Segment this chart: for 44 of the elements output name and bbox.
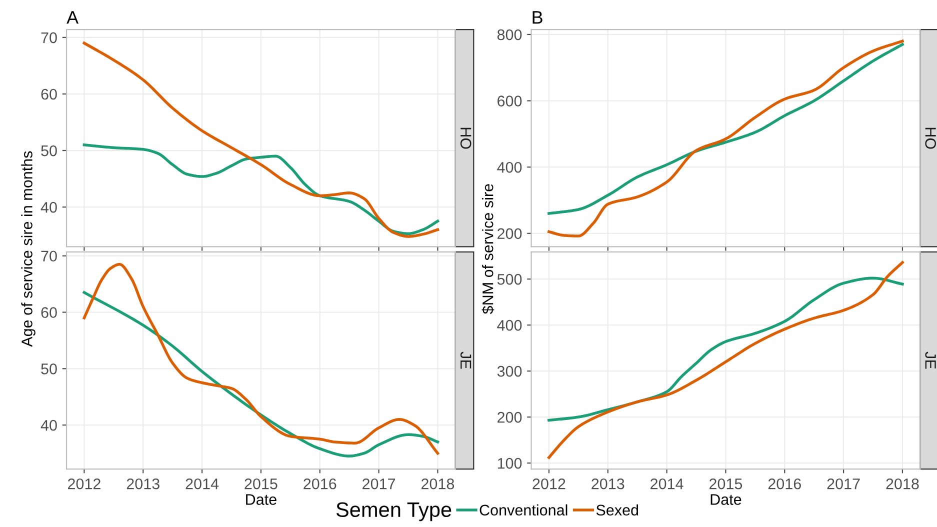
x-tick-label: 2012	[68, 478, 100, 490]
x-axis-title: Date	[710, 494, 742, 505]
x-tick-label: 2014	[650, 478, 684, 490]
x-tick-label: 2016	[768, 478, 801, 490]
text: JE	[460, 352, 472, 369]
text: JE	[925, 352, 936, 369]
y-tick-label: 100	[498, 458, 522, 469]
y-tick-label: 400	[497, 320, 522, 331]
x-tick-label: 2018	[421, 478, 454, 490]
x-tick-label: 2013	[126, 478, 160, 490]
x-tick-label: 2014	[186, 478, 219, 490]
y-tick-label: 70	[41, 250, 57, 262]
x-tick-label: 2018	[886, 478, 919, 490]
y-tick-label: 50	[41, 364, 57, 374]
legend-title: Semen Type	[336, 502, 452, 522]
x-tick-label: 2016	[304, 478, 336, 490]
text: HO	[925, 128, 936, 149]
legend-label: Sexed	[596, 504, 638, 516]
legend-label: Conventional	[480, 504, 568, 516]
chart-title: A	[66, 11, 79, 24]
y-tick-label: 50	[41, 145, 57, 156]
y-tick-label: 500	[497, 274, 522, 285]
y-axis-title: Age of service sire in months	[21, 151, 36, 347]
chart-title: B	[532, 11, 542, 24]
x-tick-label: 2017	[827, 478, 860, 490]
x-tick-label: 2013	[592, 478, 624, 490]
y-tick-label: 60	[41, 88, 57, 100]
x-tick-label: 2012	[532, 478, 566, 490]
y-tick-label: 200	[498, 228, 522, 240]
y-tick-label: 40	[40, 202, 57, 213]
x-tick-label: 2015	[244, 478, 278, 490]
y-axis-title: $NM of service sire	[482, 184, 494, 314]
y-tick-label: 800	[497, 29, 522, 40]
y-tick-label: 60	[41, 307, 57, 318]
x-tick-label: 2017	[362, 478, 396, 490]
y-tick-label: 300	[497, 366, 522, 377]
y-tick-label: 70	[41, 32, 57, 44]
x-axis-title: Date	[246, 494, 276, 505]
y-tick-label: 600	[498, 96, 522, 106]
y-tick-label: 40	[40, 420, 57, 431]
y-tick-label: 400	[497, 162, 522, 173]
y-tick-label: 200	[498, 412, 522, 423]
text: HO	[460, 128, 472, 149]
x-tick-label: 2015	[709, 478, 742, 490]
